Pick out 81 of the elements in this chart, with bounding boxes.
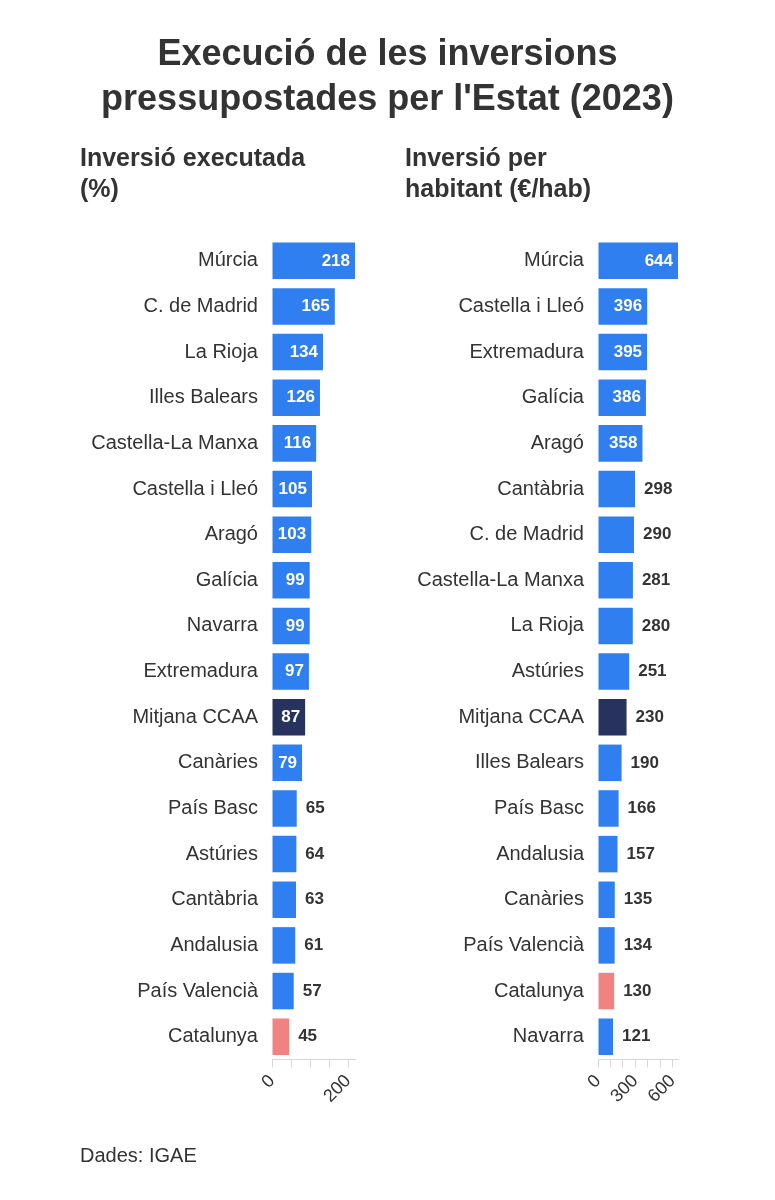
y-tick-label: C. de Madrid — [469, 522, 584, 545]
data-label: 280 — [641, 615, 671, 635]
data-label: 126 — [286, 387, 315, 407]
data-label: 45 — [298, 1026, 318, 1046]
y-tick-label: País Basc — [167, 796, 258, 818]
x-tick-label: 300 — [606, 1070, 642, 1106]
y-tick-label: Canàries — [503, 887, 584, 910]
data-label: 190 — [630, 752, 659, 772]
x-tick-label: 0 — [257, 1070, 279, 1092]
y-tick-label: Astúries — [511, 659, 584, 682]
y-tick-label: Catalunya — [167, 1024, 259, 1047]
y-tick-label: Castella-La Manxa — [91, 430, 259, 453]
y-tick-label: Andalusia — [496, 841, 585, 864]
chart-subtitle: Inversió executada (%) — [79, 142, 307, 205]
data-label: 57 — [302, 980, 322, 1000]
data-label: 166 — [627, 798, 656, 818]
data-label: 65 — [305, 798, 325, 818]
data-label: 358 — [609, 433, 638, 453]
data-label: 63 — [304, 889, 324, 909]
y-tick-label: País Valencià — [137, 978, 259, 1001]
text: Dades: IGAE — [80, 1144, 198, 1167]
data-label: 230 — [635, 706, 664, 726]
y-tick-label: Extremadura — [469, 339, 585, 362]
data-label: 121 — [622, 1026, 651, 1046]
y-tick-label: Castella i Lleó — [132, 476, 258, 499]
data-label: 281 — [641, 569, 671, 589]
data-label: 395 — [613, 341, 643, 361]
data-label: 99 — [285, 615, 305, 635]
data-label: 134 — [289, 341, 319, 361]
y-tick-label: Catalunya — [493, 978, 585, 1001]
y-tick-label: La Rioja — [184, 339, 259, 362]
y-tick-label: Castella i Lleó — [458, 293, 584, 316]
data-label: 116 — [283, 433, 312, 453]
y-tick-label: C. de Madrid — [143, 293, 258, 316]
y-tick-label: Múrcia — [523, 248, 585, 271]
y-tick-label: Navarra — [186, 613, 259, 636]
data-label: 218 — [321, 250, 350, 270]
y-tick-label: País Valencià — [463, 932, 585, 955]
data-label: 290 — [643, 524, 672, 544]
chart-subtitle: Inversió per habitant (€/hab) — [404, 142, 593, 205]
y-tick-label: Astúries — [185, 841, 258, 864]
x-tick-label: 0 — [583, 1070, 605, 1092]
data-label: 396 — [613, 296, 643, 316]
data-label: 103 — [277, 524, 307, 544]
data-label: 134 — [623, 935, 653, 955]
data-label: 87 — [281, 706, 301, 726]
y-tick-label: Castella-La Manxa — [417, 567, 585, 590]
y-tick-label: Aragó — [530, 430, 584, 453]
y-tick-label: Aragó — [204, 522, 258, 545]
data-label: 165 — [301, 296, 330, 316]
x-tick-label: 600 — [643, 1070, 679, 1106]
y-tick-label: Illes Balears — [475, 750, 584, 773]
y-tick-label: Cantàbria — [171, 887, 259, 910]
data-label: 105 — [278, 478, 307, 498]
y-tick-label: Extremadura — [143, 659, 259, 682]
y-tick-label: La Rioja — [510, 613, 585, 636]
data-label: 64 — [305, 843, 325, 863]
x-tick-label: 200 — [319, 1070, 355, 1106]
y-tick-label: Canàries — [177, 750, 258, 773]
y-tick-label: Múrcia — [197, 248, 259, 271]
y-tick-label: Illes Balears — [149, 385, 258, 408]
y-tick-label: Navarra — [512, 1024, 585, 1047]
data-label: 386 — [612, 387, 641, 407]
chart-title: Execució de les inversions pressupostades per l'Estat (2023) — [100, 31, 675, 120]
y-tick-label: Mitjana CCAA — [458, 704, 585, 727]
data-label: 130 — [623, 980, 652, 1000]
y-tick-label: Galícia — [521, 385, 585, 408]
data-label: 97 — [285, 661, 304, 681]
y-tick-label: País Basc — [493, 796, 584, 818]
y-tick-label: Mitjana CCAA — [132, 704, 259, 727]
data-label: 79 — [278, 752, 298, 772]
data-label: 61 — [304, 935, 324, 955]
data-label: 251 — [638, 661, 667, 681]
data-label: 298 — [644, 478, 673, 498]
y-tick-label: Galícia — [195, 567, 259, 590]
data-label: 157 — [626, 843, 655, 863]
data-label: 644 — [644, 250, 674, 270]
data-label: 99 — [285, 569, 305, 589]
data-label: 135 — [623, 889, 653, 909]
y-tick-label: Andalusia — [170, 932, 259, 955]
y-tick-label: Cantàbria — [497, 476, 585, 499]
